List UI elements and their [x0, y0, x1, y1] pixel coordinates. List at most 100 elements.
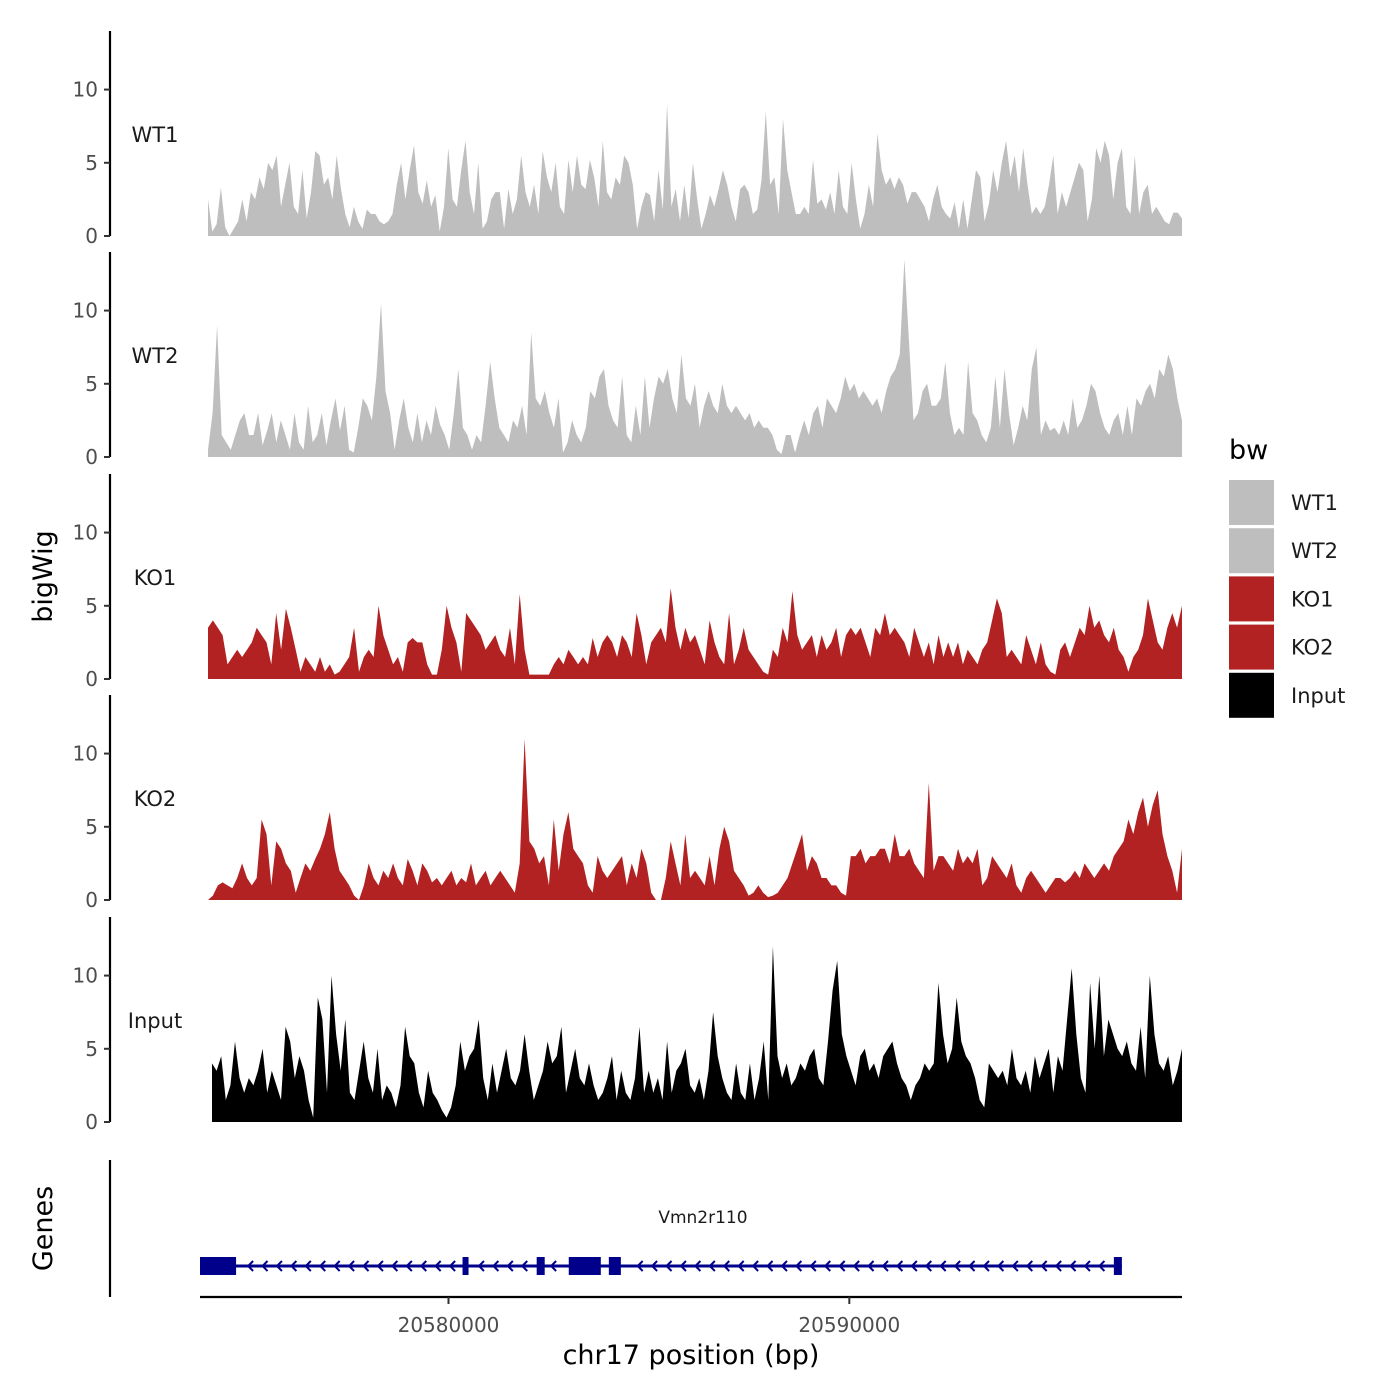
legend-label-wt1: WT1 — [1291, 491, 1338, 515]
coverage-area-wt2 — [208, 259, 1182, 457]
strand-arrow — [838, 1260, 846, 1272]
gene-exon-2 — [462, 1257, 469, 1275]
y-tick-label-wt2-10: 10 — [73, 299, 98, 323]
y-tick-label-ko1-10: 10 — [73, 521, 98, 545]
legend-key-wt1 — [1229, 480, 1274, 525]
strand-arrow — [520, 1260, 528, 1272]
y-tick-label-ko1-5: 5 — [85, 594, 98, 618]
strand-arrow — [867, 1260, 875, 1272]
gene-exon-3 — [536, 1257, 545, 1275]
strand-arrow — [693, 1260, 702, 1272]
strand-arrow — [390, 1260, 399, 1272]
strand-arrow — [376, 1260, 384, 1272]
gene-exon-5 — [608, 1257, 621, 1275]
gene-exon-4 — [568, 1257, 601, 1275]
y-tick-label-ko2-10: 10 — [73, 742, 98, 766]
x-axis-title: chr17 position (bp) — [563, 1340, 820, 1371]
y-tick-label-wt1-5: 5 — [85, 151, 98, 175]
strand-arrow — [910, 1260, 918, 1272]
legend-key-input — [1229, 672, 1274, 718]
strand-arrow — [780, 1260, 788, 1272]
y-tick-label-wt2-0: 0 — [85, 445, 98, 469]
y-tick-label-input-10: 10 — [73, 964, 98, 988]
strand-arrow — [896, 1260, 904, 1272]
strand-arrow — [434, 1260, 442, 1272]
y-tick-label-input-0: 0 — [85, 1110, 98, 1134]
strand-arrow — [1069, 1260, 1077, 1272]
gene-exon-1 — [200, 1257, 237, 1275]
y-tick-label-input-5: 5 — [85, 1037, 98, 1061]
strand-arrow — [261, 1260, 269, 1272]
strand-arrow — [968, 1260, 976, 1272]
legend-title: bw — [1229, 435, 1268, 466]
strand-arrow — [953, 1260, 961, 1272]
strand-arrow — [1054, 1260, 1062, 1272]
strand-arrow — [275, 1260, 283, 1272]
gene-exon-6 — [1113, 1257, 1122, 1275]
strand-arrow — [708, 1260, 716, 1272]
strand-arrow — [304, 1260, 312, 1272]
x-tick-label-0: 20580000 — [398, 1313, 500, 1337]
y-tick-label-wt1-0: 0 — [85, 224, 98, 248]
strand-arrow — [1083, 1260, 1091, 1272]
y-tick-label-wt1-10: 10 — [73, 78, 98, 102]
strand-arrow — [362, 1260, 370, 1272]
strand-arrow — [679, 1260, 687, 1272]
coverage-area-ko2 — [208, 738, 1182, 900]
strand-arrow — [246, 1260, 254, 1272]
coverage-area-ko1 — [208, 588, 1182, 679]
strand-arrow — [809, 1260, 817, 1272]
strand-arrow — [318, 1260, 326, 1272]
strand-arrow — [405, 1260, 413, 1272]
y-tick-label-ko1-0: 0 — [85, 667, 98, 691]
strand-arrow — [751, 1260, 759, 1272]
strand-arrow — [881, 1260, 889, 1272]
strand-arrow — [491, 1260, 500, 1272]
coverage-area-input — [212, 946, 1182, 1122]
strand-arrow — [650, 1260, 658, 1272]
track-label-ko1: KO1 — [134, 566, 177, 590]
strand-arrow — [852, 1260, 860, 1272]
strand-arrow — [347, 1260, 355, 1272]
gene-name-label: Vmn2r110 — [658, 1208, 747, 1228]
strand-arrow — [1040, 1260, 1048, 1272]
strand-arrow — [722, 1260, 730, 1272]
legend-key-ko2 — [1229, 624, 1274, 670]
strand-arrow — [665, 1260, 673, 1272]
strand-arrow — [997, 1260, 1005, 1272]
legend-label-ko2: KO2 — [1291, 636, 1334, 660]
y-axis-title-genes: Genes — [28, 1186, 59, 1271]
strand-arrow — [939, 1260, 947, 1272]
strand-arrow — [549, 1260, 557, 1272]
strand-arrow — [448, 1260, 456, 1272]
strand-arrow — [795, 1260, 803, 1272]
strand-arrow — [924, 1260, 932, 1272]
legend-key-ko1 — [1229, 576, 1274, 622]
strand-arrow — [1098, 1260, 1106, 1272]
track-label-ko2: KO2 — [134, 787, 177, 811]
y-tick-label-wt2-5: 5 — [85, 372, 98, 396]
y-tick-label-ko2-0: 0 — [85, 888, 98, 912]
strand-arrow — [1011, 1260, 1019, 1272]
strand-arrow — [419, 1260, 427, 1272]
strand-arrow — [636, 1260, 644, 1272]
strand-arrow — [477, 1260, 485, 1272]
strand-arrow — [506, 1260, 514, 1272]
strand-arrow — [1025, 1260, 1033, 1272]
legend-label-input: Input — [1291, 684, 1345, 708]
strand-arrow — [737, 1260, 745, 1272]
y-axis-title-bigwig: bigWig — [28, 530, 59, 623]
track-label-wt2: WT2 — [132, 344, 179, 368]
strand-arrow — [982, 1260, 990, 1272]
legend-label-ko1: KO1 — [1291, 587, 1334, 611]
coverage-area-wt1 — [208, 104, 1182, 236]
legend-label-wt2: WT2 — [1291, 539, 1338, 563]
track-label-input: Input — [128, 1009, 182, 1033]
y-tick-label-ko2-5: 5 — [85, 815, 98, 839]
strand-arrow — [289, 1260, 298, 1272]
legend-key-wt2 — [1229, 528, 1274, 574]
strand-arrow — [766, 1260, 774, 1272]
strand-arrow — [333, 1260, 341, 1272]
track-label-wt1: WT1 — [132, 123, 179, 147]
